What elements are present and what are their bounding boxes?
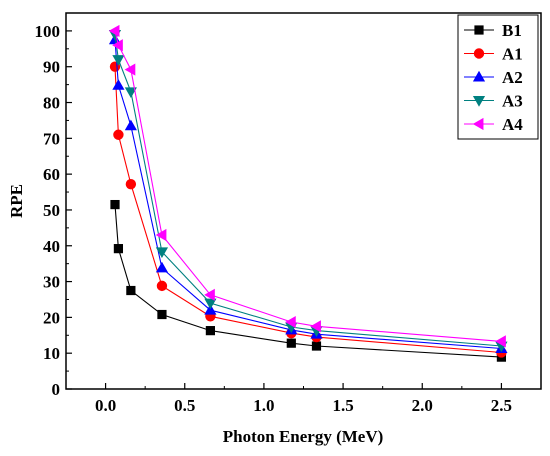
data-point xyxy=(156,280,168,292)
series-line xyxy=(114,204,502,358)
y-tick-label: 90 xyxy=(43,58,60,77)
data-point xyxy=(113,244,124,254)
legend-marker xyxy=(474,25,484,35)
y-tick-label: 100 xyxy=(35,22,61,41)
legend-item-a4: A4 xyxy=(464,115,523,134)
data-point xyxy=(113,129,124,140)
y-tick-label: 70 xyxy=(43,129,60,148)
legend-label: B1 xyxy=(502,21,522,40)
legend-item-a3: A3 xyxy=(464,92,523,111)
data-point xyxy=(285,315,296,329)
y-tick-label: 0 xyxy=(52,380,61,399)
data-point xyxy=(205,326,215,336)
data-point xyxy=(310,320,321,333)
x-tick-label: 0.0 xyxy=(95,396,116,415)
series-a1 xyxy=(109,61,507,358)
legend-label: A3 xyxy=(502,92,523,111)
data-point xyxy=(124,63,136,76)
legend-marker xyxy=(472,70,486,82)
y-tick-label: 40 xyxy=(43,237,60,256)
y-tick-label: 80 xyxy=(43,94,60,113)
legend-item-a2: A2 xyxy=(464,68,523,87)
data-point xyxy=(124,119,137,131)
x-tick-label: 2.0 xyxy=(412,396,433,415)
data-point xyxy=(286,338,296,348)
data-point xyxy=(124,87,137,98)
x-axis: 0.0 0.5 1.0 1.5 2.0 2.5 xyxy=(95,383,512,415)
y-tick-label: 50 xyxy=(43,201,60,220)
y-tick-label: 30 xyxy=(43,273,60,292)
data-point xyxy=(157,309,167,320)
data-point xyxy=(204,298,217,310)
legend-label: A1 xyxy=(502,45,523,64)
data-point xyxy=(495,335,506,348)
x-tick-label: 0.5 xyxy=(174,396,195,415)
series-line xyxy=(114,66,502,354)
data-point xyxy=(155,247,169,259)
data-point xyxy=(204,304,217,315)
data-point xyxy=(108,24,120,37)
data-point xyxy=(311,341,322,351)
data-point xyxy=(125,178,137,190)
data-point xyxy=(112,39,123,52)
legend-marker xyxy=(473,48,485,59)
series-a3 xyxy=(108,30,508,353)
x-tick-label: 2.5 xyxy=(491,396,512,415)
series-a4 xyxy=(108,24,506,348)
data-point xyxy=(204,288,215,301)
y-tick-label: 10 xyxy=(43,344,60,363)
data-point xyxy=(126,285,136,296)
data-point xyxy=(155,228,167,242)
data-point xyxy=(155,261,169,273)
data-point xyxy=(112,55,125,66)
series-line xyxy=(114,34,502,347)
y-axis: 0 10 20 30 40 50 60 70 80 90 100 xyxy=(35,22,72,399)
series-line xyxy=(114,39,502,350)
legend: B1 A1 A2 A3 A4 xyxy=(457,14,539,140)
legend-marker xyxy=(472,96,486,107)
legend-label: A2 xyxy=(502,68,523,87)
y-axis-title: RPE xyxy=(7,184,26,218)
legend-label: A4 xyxy=(502,115,523,134)
series-layer xyxy=(108,24,508,362)
data-point xyxy=(112,79,125,90)
x-tick-label: 1.0 xyxy=(253,396,274,415)
y-tick-label: 20 xyxy=(43,308,60,327)
series-line xyxy=(114,30,502,342)
x-axis-title: Photon Energy (MeV) xyxy=(223,427,384,446)
x-tick-label: 1.5 xyxy=(332,396,353,415)
data-point xyxy=(110,199,120,210)
y-tick-label: 60 xyxy=(43,165,60,184)
legend-item-a1: A1 xyxy=(464,45,523,64)
legend-item-b1: B1 xyxy=(464,21,522,40)
legend-marker xyxy=(472,117,484,131)
series-a2 xyxy=(108,33,508,353)
